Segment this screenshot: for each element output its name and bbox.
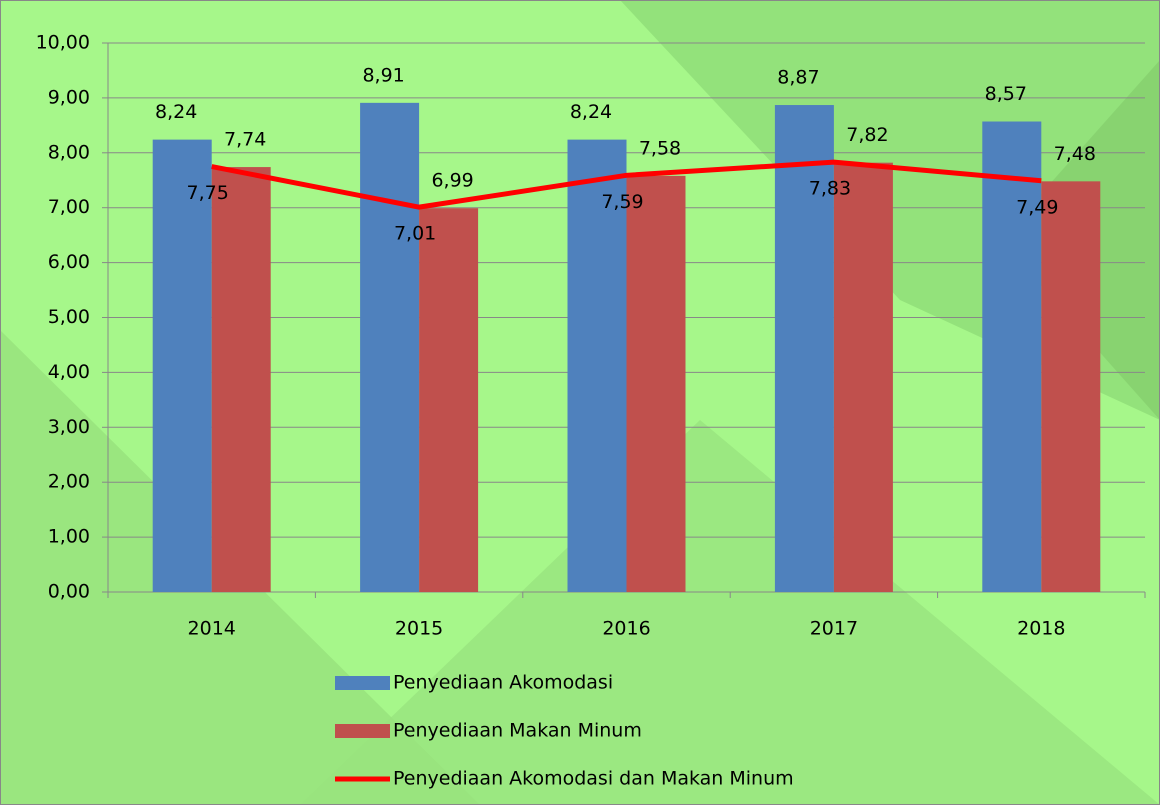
legend-swatch: [335, 676, 390, 690]
legend-label: Penyediaan Akomodasi: [393, 672, 613, 694]
data-label: 7,82: [846, 124, 888, 146]
data-label: 7,48: [1054, 143, 1096, 165]
data-label: 6,99: [431, 170, 473, 192]
x-tick-label: 2016: [602, 618, 650, 640]
bar: [982, 121, 1042, 592]
bar: [1041, 181, 1101, 592]
y-tick-label: 2,00: [48, 471, 90, 493]
data-label: 7,75: [187, 182, 229, 204]
data-label: 7,01: [394, 223, 436, 245]
bar: [626, 175, 686, 592]
legend-label: Penyediaan Akomodasi dan Makan Minum: [393, 768, 794, 790]
bar: [419, 208, 479, 592]
y-tick-label: 8,00: [48, 141, 90, 163]
data-label: 8,91: [362, 64, 404, 86]
y-tick-label: 0,00: [48, 581, 90, 603]
bar: [211, 167, 271, 592]
y-tick-label: 5,00: [48, 306, 90, 328]
bg-shape: [300, 420, 1160, 805]
bar: [774, 105, 834, 593]
data-label: 8,24: [155, 101, 197, 123]
bar: [567, 139, 627, 592]
y-tick-label: 7,00: [48, 196, 90, 218]
x-tick-label: 2018: [1017, 618, 1065, 640]
data-label: 7,58: [639, 137, 681, 159]
data-label: 7,74: [224, 129, 266, 151]
line: [211, 159, 1042, 210]
data-label: 8,24: [570, 101, 612, 123]
legend-swatch: [335, 724, 390, 738]
bar: [360, 102, 420, 592]
x-tick-label: 2017: [810, 618, 858, 640]
y-tick-label: 9,00: [48, 86, 90, 108]
bar: [833, 162, 893, 592]
data-label: 8,87: [777, 67, 819, 89]
y-tick-label: 1,00: [48, 526, 90, 548]
x-tick-label: 2015: [395, 618, 443, 640]
x-tick-label: 2014: [188, 618, 236, 640]
data-label: 7,59: [601, 191, 643, 213]
y-tick-label: 4,00: [48, 361, 90, 383]
data-label: 8,57: [985, 83, 1027, 105]
legend-label: Penyediaan Makan Minum: [393, 720, 642, 742]
data-label: 7,83: [809, 178, 851, 200]
data-label: 7,49: [1016, 196, 1058, 218]
y-tick-label: 3,00: [48, 416, 90, 438]
y-tick-label: 6,00: [48, 251, 90, 273]
y-tick-label: 10,00: [36, 32, 90, 54]
bar: [152, 139, 212, 592]
